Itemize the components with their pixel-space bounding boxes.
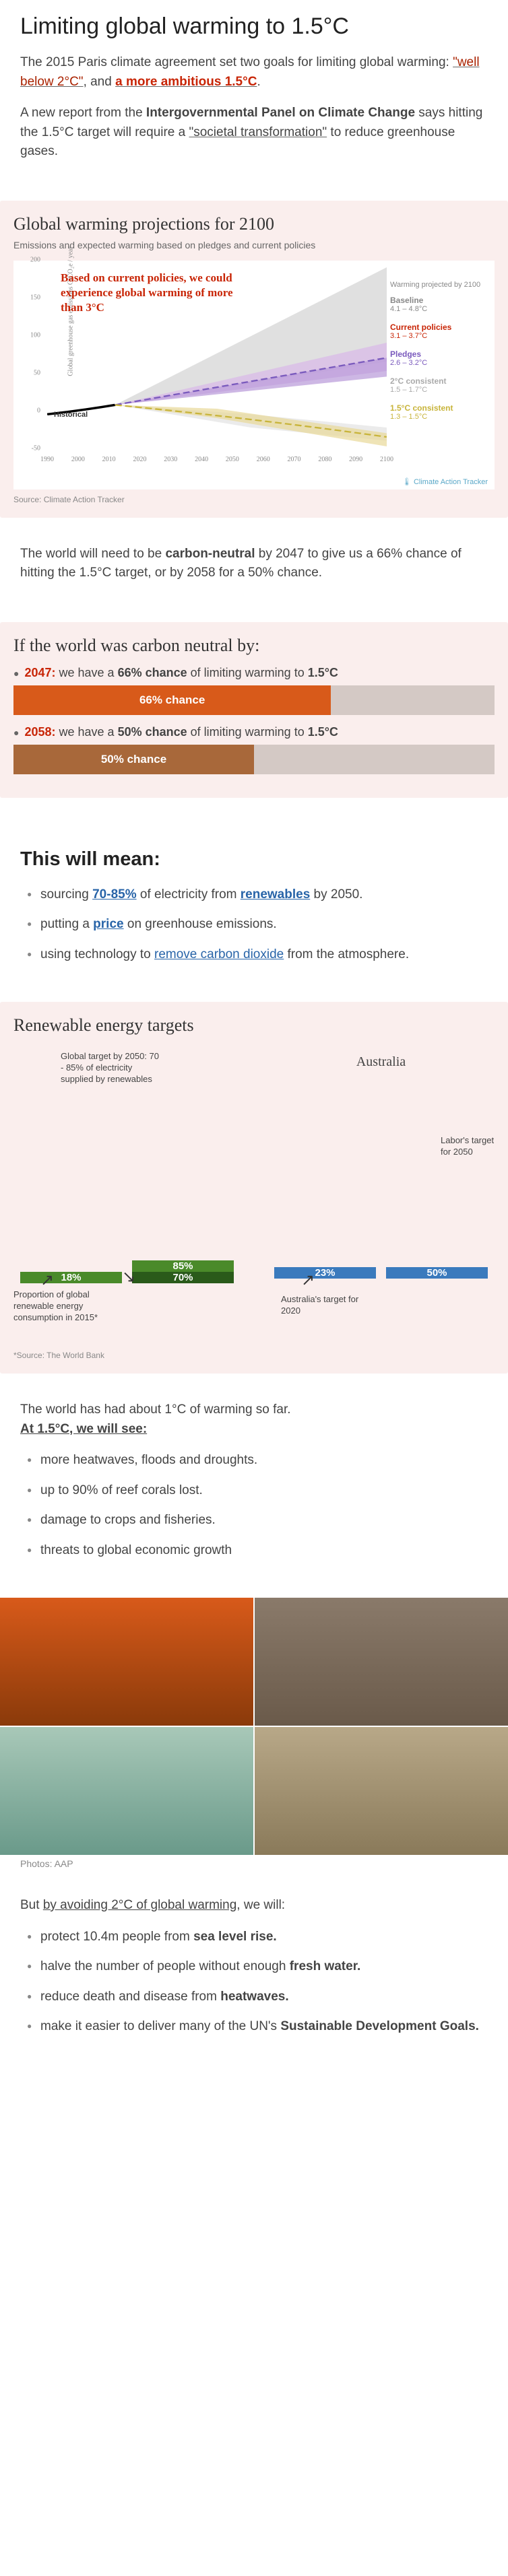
projections-chart-box: Global warming projections for 2100 Emis… [0, 201, 508, 518]
mean-heading: This will mean: [20, 848, 488, 871]
impact-item: damage to crops and fisheries. [40, 1511, 488, 1530]
photo-flood [255, 1598, 508, 1726]
page-title: Limiting global warming to 1.5°C [20, 13, 488, 40]
historical-label: Historical [54, 411, 88, 419]
aus-labor-bar: 50% [386, 1267, 488, 1279]
renewables-box: Renewable energy targets Global target b… [0, 1002, 508, 1374]
photo-fire [0, 1598, 253, 1726]
intro-para-2: A new report from the Intergovernmental … [20, 104, 488, 162]
global-current-bar: 18% [20, 1272, 122, 1283]
impacts-intro: The world has had about 1°C of warming s… [20, 1400, 488, 1439]
impact-item: up to 90% of reef corals lost. [40, 1481, 488, 1501]
impact-item: more heatwaves, floods and droughts. [40, 1451, 488, 1470]
chart2-title: Renewable energy targets [13, 1015, 495, 1036]
chart1-source: Source: Climate Action Tracker [13, 495, 495, 504]
avoid-list: protect 10.4m people from sea level rise… [20, 1928, 488, 2037]
photo-coral [0, 1727, 253, 1855]
impact-item: threats to global economic growth [40, 1541, 488, 1561]
mean-list: sourcing 70-85% of electricity from rene… [20, 885, 488, 965]
impacts-list: more heatwaves, floods and droughts. up t… [20, 1451, 488, 1560]
chart1-plot: -50050100150200 Global greenhouse gas em… [13, 261, 495, 489]
scenario-2058: 2058: we have a 50% chance of limiting w… [13, 725, 495, 774]
tracker-logo: 🌡 Climate Action Tracker [402, 477, 488, 486]
scenarios-box: If the world was carbon neutral by: 2047… [0, 622, 508, 798]
chart1-annotation: Based on current policies, we could expe… [61, 271, 236, 315]
chart1-subtitle: Emissions and expected warming based on … [13, 240, 495, 250]
australia-col: Australia 23% 50% Labor's target for 205… [274, 1054, 488, 1283]
scenario-2047: 2047: we have a 66% chance of limiting w… [13, 666, 495, 715]
photo-crops [255, 1727, 508, 1855]
photo-grid [0, 1598, 508, 1855]
intro-para-1: The 2015 Paris climate agreement set two… [20, 53, 488, 92]
chart2-source: *Source: The World Bank [13, 1351, 495, 1360]
carbon-neutral-para: The world will need to be carbon-neutral… [20, 545, 488, 583]
photo-caption: Photos: AAP [0, 1858, 508, 1883]
aus-2020-bar: 23% [274, 1267, 376, 1279]
avoid-intro: But by avoiding 2°C of global warming, w… [20, 1896, 488, 1916]
global-target-bar: ↘ 85% 70% [132, 1260, 234, 1283]
global-col: Global target by 2050: 70 - 85% of elect… [20, 1054, 234, 1283]
scenarios-title: If the world was carbon neutral by: [13, 636, 495, 656]
chart1-title: Global warming projections for 2100 [13, 214, 495, 234]
